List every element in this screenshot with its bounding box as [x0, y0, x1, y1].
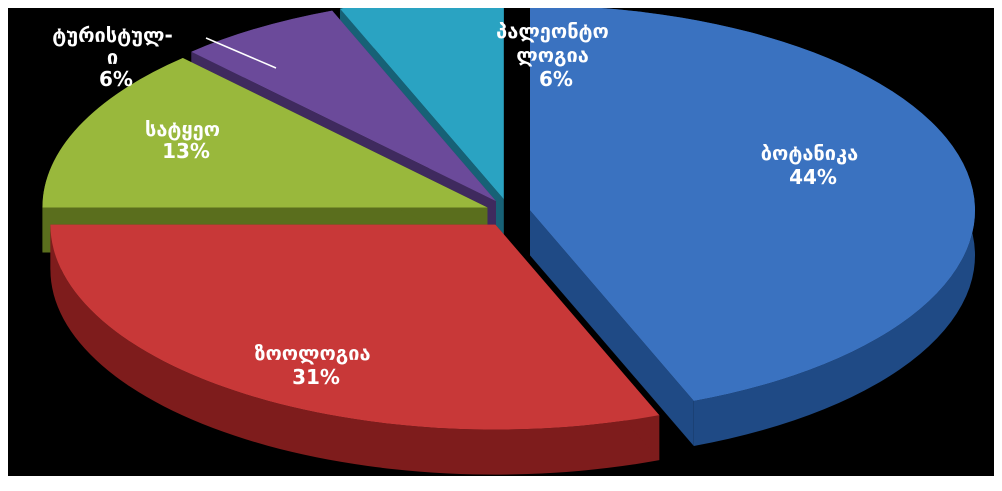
label-zoology: ზოოლოგია 31%: [254, 341, 377, 389]
label-tourism: ტურისტულ- ი 6%: [52, 23, 180, 91]
slice-wall: [530, 210, 694, 446]
label-paleontology: პალეონტო ლოგია 6%: [496, 19, 616, 91]
slice-forestry: [42, 58, 488, 253]
slice-zoology: [50, 224, 660, 475]
tourism-leader-line: [205, 37, 277, 69]
slice-side: [50, 224, 660, 475]
slice-botany: [530, 8, 975, 446]
label-botany: ბოტანიკა 44%: [761, 141, 865, 189]
slice-top: [50, 224, 660, 430]
pie-chart: ბოტანიკა 44% ზოოლოგია 31% სატყეო 13% ტურ…: [42, 8, 975, 475]
slice-top: [530, 8, 975, 401]
chart-frame: ბოტანიკა 44% ზოოლოგია 31% სატყეო 13% ტურ…: [8, 8, 994, 476]
slice-top: [191, 10, 496, 202]
slice-top: [339, 8, 504, 200]
slice-top: [42, 58, 488, 208]
label-forestry: სატყეო 13%: [145, 117, 227, 163]
